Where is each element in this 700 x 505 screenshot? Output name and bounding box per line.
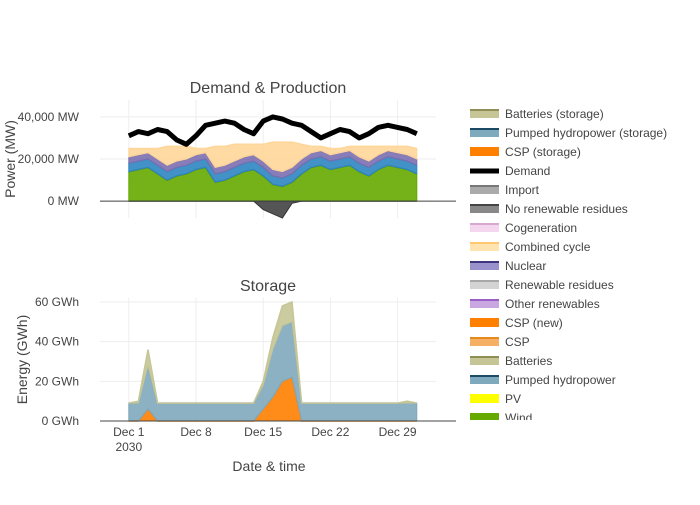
x-tick-label: Dec 1: [113, 425, 145, 439]
legend-label: Batteries (storage): [505, 107, 604, 121]
legend-label: CSP: [505, 335, 530, 349]
legend-label: CSP (storage): [505, 145, 581, 159]
demand-chart-title: Demand & Production: [190, 80, 347, 97]
legend-swatch: [470, 205, 499, 213]
legend-swatch: [470, 395, 499, 403]
legend-item-pumped-hydropower-storage[interactable]: Pumped hydropower (storage): [470, 126, 667, 140]
demand-y-tick-label: 40,000 MW: [18, 110, 80, 124]
legend-swatch: [470, 186, 499, 194]
legend-swatch: [470, 281, 499, 289]
x-tick-label: Dec 8: [180, 425, 212, 439]
x-tick-label: Dec 15: [244, 425, 282, 439]
legend-swatch: [470, 376, 499, 384]
demand-production-plot: Demand & Production Power (MW) 0 MW 20,000 …: [2, 80, 456, 219]
legend-item-csp-storage[interactable]: CSP (storage): [470, 145, 581, 159]
legend-label: Wind: [505, 411, 532, 425]
legend-swatch: [470, 243, 499, 251]
legend-item-csp[interactable]: CSP: [470, 335, 530, 349]
legend-item-import[interactable]: Import: [470, 183, 540, 197]
legend-label: Other renewables: [505, 297, 600, 311]
legend-label: Combined cycle: [505, 240, 591, 254]
legend-label: Nuclear: [505, 259, 546, 273]
series-edge-combined-cycle: [128, 141, 417, 150]
legend-swatch: [470, 357, 499, 365]
legend-item-no-renewable-residues[interactable]: No renewable residues: [470, 202, 628, 216]
x-tick-sublabel: 2030: [115, 440, 142, 454]
legend-label: Demand: [505, 164, 550, 178]
legend-swatch: [470, 262, 499, 270]
x-axis-title: Date & time: [232, 458, 305, 474]
storage-y-tick-label: 60 GWh: [35, 295, 79, 309]
legend-label: Pumped hydropower: [505, 373, 616, 387]
legend-swatch: [470, 300, 499, 308]
series-edge-batteries-storage: [128, 300, 417, 404]
storage-plot: Storage Energy (GWh) 0 GWh 20 GWh 40 GWh 60 G…: [14, 278, 456, 454]
legend-item-combined-cycle[interactable]: Combined cycle: [470, 240, 591, 254]
storage-chart-title: Storage: [240, 278, 296, 295]
x-tick-label: Dec 22: [311, 425, 349, 439]
legend-item-nuclear[interactable]: Nuclear: [470, 259, 546, 273]
legend-label: CSP (new): [505, 316, 563, 330]
legend-swatch: [470, 414, 499, 420]
legend-label: No renewable residues: [505, 202, 628, 216]
legend-label: Pumped hydropower (storage): [505, 126, 667, 140]
storage-y-tick-label: 20 GWh: [35, 374, 79, 388]
legend-label: PV: [505, 392, 521, 406]
legend-item-batteries[interactable]: Batteries: [470, 354, 552, 368]
series-area-no-renewable-residues: [128, 200, 417, 219]
legend-label: Batteries: [505, 354, 552, 368]
legend-swatch: [470, 319, 499, 327]
legend-swatch: [470, 110, 499, 118]
legend-label: Renewable residues: [505, 278, 614, 292]
storage-y-tick-label: 0 GWh: [42, 414, 79, 428]
demand-y-axis-title: Power (MW): [2, 120, 18, 198]
legend-item-other-renewables[interactable]: Other renewables: [470, 297, 600, 311]
legend-swatch: [470, 338, 499, 346]
demand-y-tick-label: 0 MW: [48, 194, 80, 208]
legend-item-cogeneration[interactable]: Cogeneration: [470, 221, 577, 235]
x-tick-label: Dec 29: [379, 425, 417, 439]
storage-y-axis-title: Energy (GWh): [14, 315, 30, 404]
legend-label: Import: [505, 183, 540, 197]
legend-item-demand[interactable]: Demand: [470, 164, 550, 178]
legend-item-batteries-storage[interactable]: Batteries (storage): [470, 107, 604, 121]
legend[interactable]: Batteries (storage) Pumped hydropower (st…: [470, 107, 667, 425]
legend-item-wind[interactable]: Wind: [470, 411, 532, 425]
legend-swatch: [470, 148, 499, 156]
legend-item-pv[interactable]: PV: [470, 392, 521, 406]
legend-item-pumped-hydropower[interactable]: Pumped hydropower: [470, 373, 616, 387]
legend-label: Cogeneration: [505, 221, 577, 235]
legend-swatch: [470, 129, 499, 137]
legend-item-renewable-residues[interactable]: Renewable residues: [470, 278, 614, 292]
series-line-demand: [127, 114, 418, 147]
storage-y-tick-label: 40 GWh: [35, 335, 79, 349]
legend-swatch: [470, 224, 499, 232]
demand-y-tick-label: 20,000 MW: [18, 152, 80, 166]
legend-item-csp-new[interactable]: CSP (new): [470, 316, 563, 330]
